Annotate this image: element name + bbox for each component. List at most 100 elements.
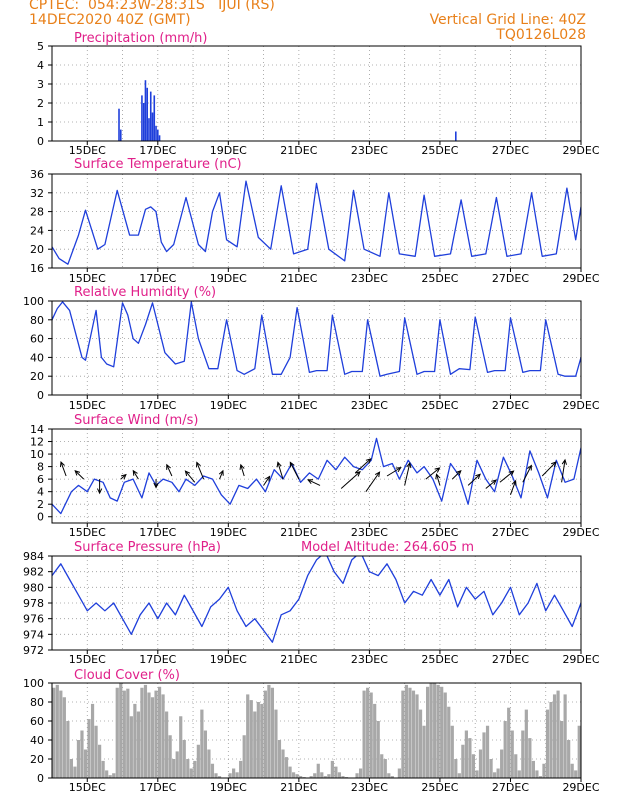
cloud-bar xyxy=(186,759,190,778)
x-tick-label: 29DEC xyxy=(562,272,599,285)
plot-area xyxy=(118,80,457,141)
y-tick-label: 100 xyxy=(23,295,44,308)
cloud-bar xyxy=(175,751,179,778)
wind-vector-head xyxy=(132,469,138,476)
wind-vector xyxy=(425,467,440,480)
wind-vector xyxy=(386,467,401,477)
y-tick-label: 972 xyxy=(23,644,44,657)
cloud-bar xyxy=(179,716,183,778)
cloud-bar xyxy=(172,759,176,778)
wind-vector xyxy=(541,461,557,477)
x-tick-label: 17DEC xyxy=(139,272,176,285)
cloud-bar xyxy=(358,768,363,778)
x-tick-label: 19DEC xyxy=(210,653,247,666)
cloud-bar xyxy=(281,749,285,778)
x-tick-label: 21DEC xyxy=(280,144,317,157)
cloud-bar xyxy=(376,721,380,778)
wind-vector xyxy=(509,480,517,495)
cloud-bar xyxy=(436,684,440,778)
cloud-bar xyxy=(341,776,345,778)
chart-title: Surface Wind (m/s) xyxy=(74,413,198,428)
cloud-bar xyxy=(418,709,423,778)
cloud-bar xyxy=(383,759,387,778)
cloud-bar xyxy=(203,730,208,778)
cloud-bar xyxy=(112,773,116,778)
y-tick-label: 20 xyxy=(30,243,44,256)
wind-vector xyxy=(340,471,361,489)
cloud-bar xyxy=(531,760,535,778)
cloud-bar xyxy=(429,683,433,778)
wind-vector xyxy=(451,470,462,480)
y-tick-label: 5 xyxy=(37,40,44,53)
precip-bar xyxy=(142,103,145,141)
wind-vector xyxy=(132,470,139,480)
cloud-bar xyxy=(246,694,250,778)
x-tick-label: 19DEC xyxy=(210,399,247,412)
cloud-bar xyxy=(62,697,66,778)
wind-vector-head xyxy=(96,488,103,495)
x-tick-label: 21DEC xyxy=(280,526,317,539)
precip-bar xyxy=(455,131,457,141)
cloud-bar xyxy=(147,692,151,778)
cloud-bar xyxy=(503,721,507,778)
wind-vector xyxy=(499,470,514,483)
precip-bar xyxy=(151,112,154,141)
cloud-bar xyxy=(122,690,126,778)
wind-vector-head xyxy=(289,461,295,468)
y-tick-label: 16 xyxy=(30,262,44,275)
x-tick-label: 27DEC xyxy=(492,781,529,794)
cloud-bar xyxy=(524,709,528,778)
cloud-bar xyxy=(140,687,144,778)
cloud-bar xyxy=(80,730,84,778)
cloud-bar xyxy=(330,760,334,778)
plot-frame xyxy=(51,428,582,524)
cloud-bar xyxy=(150,697,155,778)
wind-vector-head xyxy=(365,458,372,464)
x-tick-label: 19DEC xyxy=(210,272,247,285)
y-tick-label: 0 xyxy=(37,511,44,524)
chart-title: Surface Pressure (hPa) xyxy=(74,540,221,555)
wind-vector-head xyxy=(435,473,441,480)
cloud-bar xyxy=(408,687,412,778)
y-tick-label: 20 xyxy=(30,370,44,383)
cloud-bar xyxy=(94,725,98,778)
cloud-bar xyxy=(556,690,560,778)
cloud-bar xyxy=(517,770,521,778)
wind-vector xyxy=(467,473,481,486)
y-tick-label: 974 xyxy=(23,628,44,641)
cloud-bar xyxy=(334,766,338,778)
cloud-bar xyxy=(267,684,271,778)
cloud-bar xyxy=(415,694,419,778)
wind-vector-head xyxy=(561,458,567,465)
x-tick-label: 29DEC xyxy=(562,653,599,666)
cloud-bar xyxy=(425,686,430,778)
wind-vector xyxy=(522,465,532,483)
y-tick-label: 60 xyxy=(30,333,44,346)
cloud-bar xyxy=(277,740,282,778)
x-tick-label: 15DEC xyxy=(69,781,106,794)
cloud-bar xyxy=(101,760,105,778)
precip-bar xyxy=(118,108,120,141)
wind-vector-head xyxy=(74,469,81,476)
plot-frame xyxy=(51,173,582,269)
wind-vector xyxy=(196,462,205,480)
cloud-bar xyxy=(482,732,486,778)
cloud-bar xyxy=(143,684,148,778)
cloud-bar xyxy=(98,744,102,778)
y-tick-label: 980 xyxy=(23,581,44,594)
precip-bar xyxy=(119,129,122,141)
y-tick-label: 36 xyxy=(30,168,44,181)
cloud-bar xyxy=(574,770,578,778)
cloud-bar xyxy=(207,749,211,778)
x-tick-label: 21DEC xyxy=(280,653,317,666)
wind-vector-head xyxy=(355,471,361,477)
wind-vector-head xyxy=(166,463,171,470)
cloud-bar xyxy=(263,690,267,778)
wind-vector-head xyxy=(276,461,282,468)
chart-title: Relative Humidity (%) xyxy=(74,285,216,300)
cloud-bar xyxy=(433,683,437,778)
x-tick-label: 25DEC xyxy=(421,653,458,666)
cloud-bar xyxy=(288,766,292,778)
cloud-bar xyxy=(380,754,384,778)
cloud-bar xyxy=(521,730,525,778)
